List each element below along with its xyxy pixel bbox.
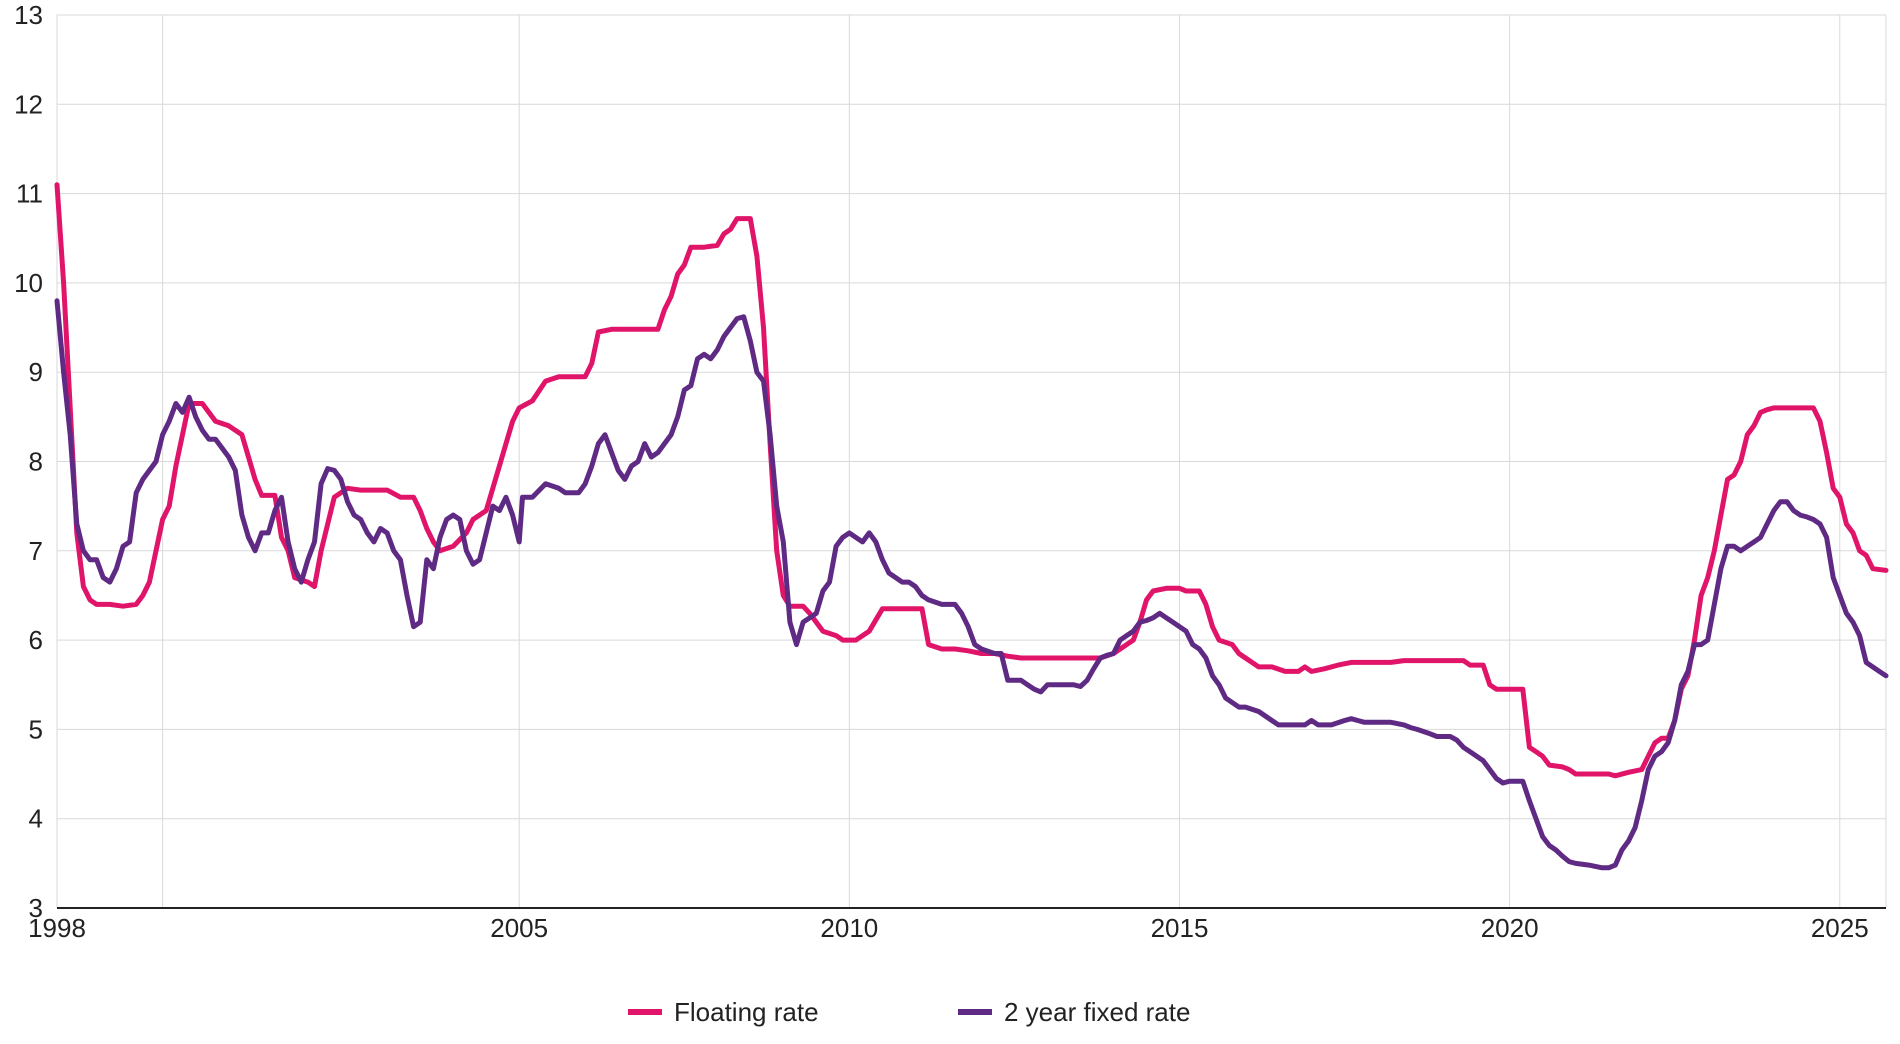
series-line-floating-rate <box>54 182 1889 779</box>
x-axis-tick-labels: 1998 2005 2010 2015 2020 2025 <box>28 913 1869 943</box>
y-tick-label: 3 <box>29 893 43 923</box>
legend: Floating rate 2 year fixed rate <box>628 997 1190 1027</box>
y-tick-label: 12 <box>14 89 43 119</box>
y-tick-label: 4 <box>29 804 43 834</box>
legend-label: Floating rate <box>674 997 819 1027</box>
y-tick-label: 5 <box>29 714 43 744</box>
gridlines <box>56 14 1887 909</box>
x-tick-label: 2010 <box>820 913 878 943</box>
y-tick-label: 6 <box>29 625 43 655</box>
x-tick-label: 2015 <box>1151 913 1209 943</box>
y-axis-tick-labels: 3 4 5 6 7 8 9 10 11 12 13 <box>14 0 43 923</box>
x-tick-label: 2005 <box>490 913 548 943</box>
y-tick-label: 11 <box>16 179 43 209</box>
x-tick-label: 1998 <box>28 913 86 943</box>
y-tick-label: 7 <box>29 536 43 566</box>
x-tick-label: 2020 <box>1481 913 1539 943</box>
series-line-two-year-fixed-rate <box>54 298 1889 871</box>
y-tick-label: 8 <box>29 447 43 477</box>
x-tick-label: 2025 <box>1811 913 1869 943</box>
series-lines <box>54 182 1889 871</box>
y-tick-label: 13 <box>14 0 43 30</box>
y-tick-label: 9 <box>29 357 43 387</box>
legend-label: 2 year fixed rate <box>1004 997 1190 1027</box>
y-tick-label: 10 <box>14 268 43 298</box>
